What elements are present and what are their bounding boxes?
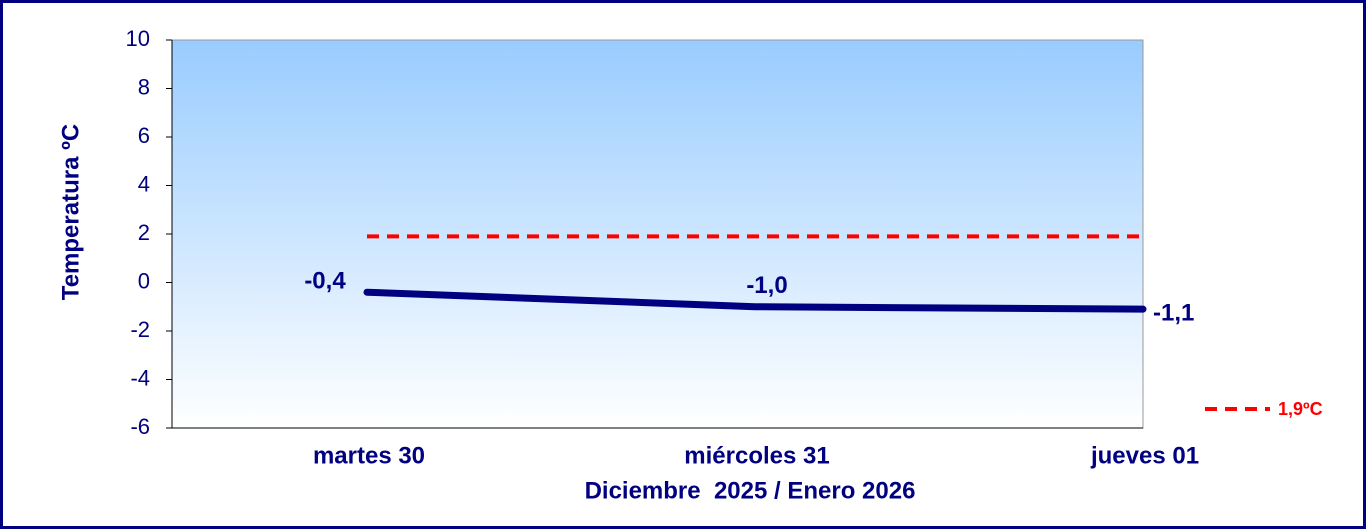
x-tick-label: miércoles 31	[684, 442, 829, 469]
y-tick-label: 8	[138, 74, 150, 99]
y-tick-label: -6	[130, 414, 150, 439]
data-line	[363, 288, 1147, 313]
y-tick-label: 4	[138, 171, 150, 196]
x-axis-title: Diciembre 2025 / Enero 2026	[585, 477, 916, 504]
x-tick-label: jueves 01	[1090, 442, 1199, 469]
plot-area	[171, 39, 1144, 429]
y-tick-label: 10	[126, 26, 150, 51]
y-tick-label: 2	[138, 220, 150, 245]
y-tick-label: 6	[138, 123, 150, 148]
y-tick-label: -4	[130, 365, 150, 390]
legend-label: 1,9ºC	[1278, 399, 1323, 419]
data-label: -0,4	[304, 268, 346, 295]
y-axis-title: Temperatura ºC	[57, 124, 84, 300]
y-tick-label: 0	[138, 268, 150, 293]
data-label: -1,0	[746, 272, 787, 299]
x-tick-label: martes 30	[313, 442, 425, 469]
y-tick-label: -2	[130, 317, 150, 342]
data-label: -1,1	[1153, 300, 1194, 327]
